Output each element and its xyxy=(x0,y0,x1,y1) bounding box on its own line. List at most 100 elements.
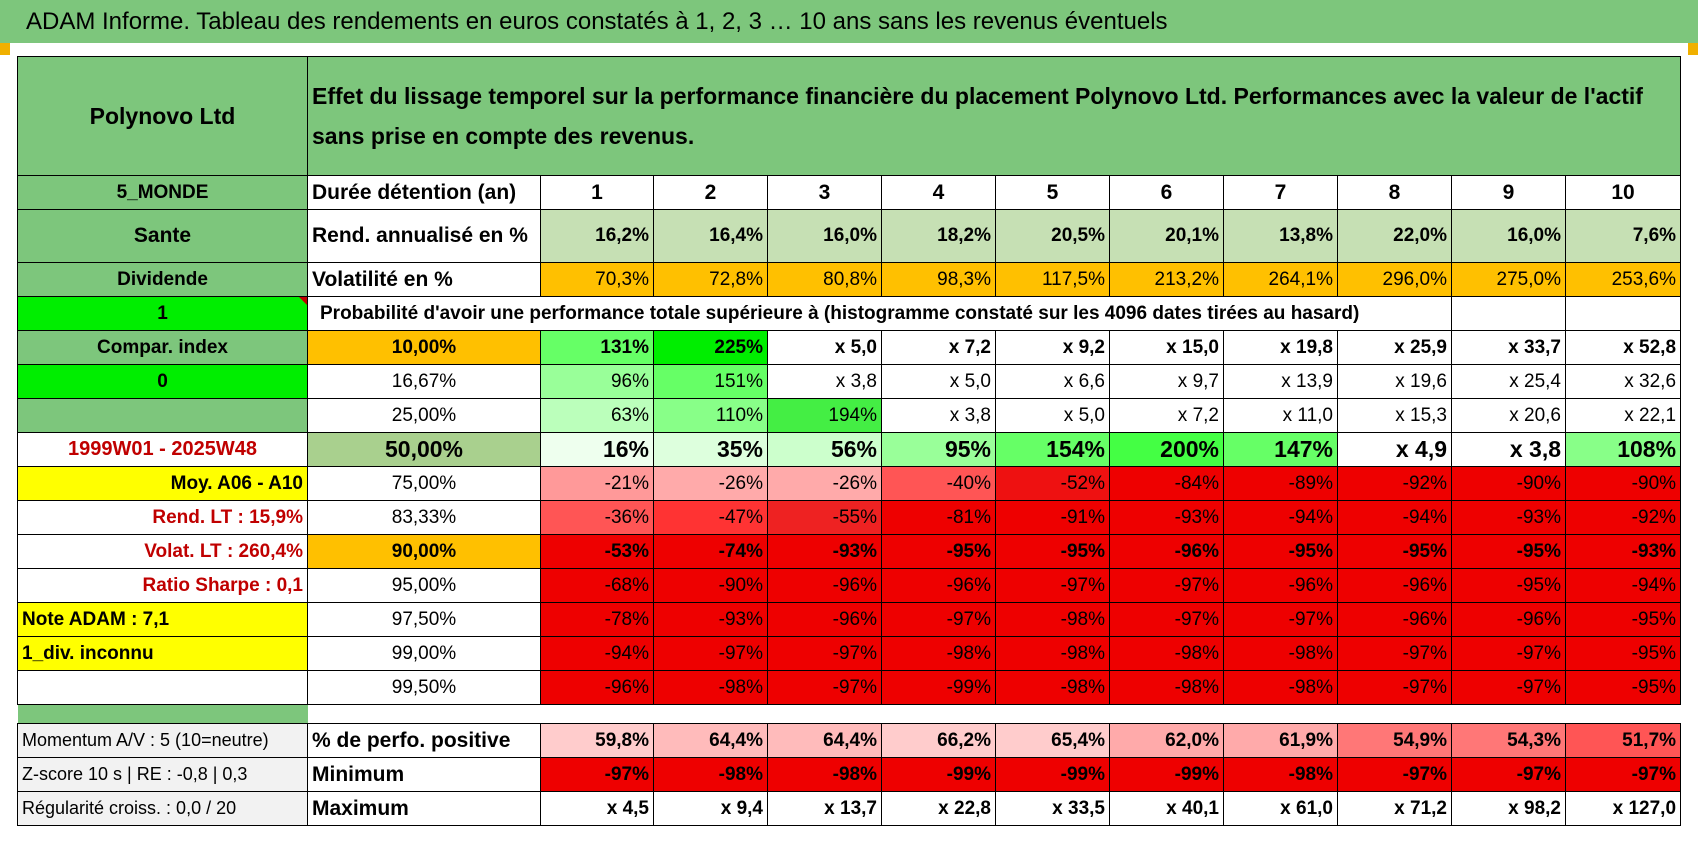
vol-row: Dividende Volatilité en % 70,3% 72,8% 80,8% 9… xyxy=(17,262,1682,297)
stat-value: -99% xyxy=(995,757,1110,792)
side-blank xyxy=(17,398,308,433)
quantile-label: 25,00% xyxy=(307,398,541,433)
stat-value: -99% xyxy=(1109,757,1224,792)
quantile-row: 1_div. inconnu 99,00% -94% -97% -97% -98% -98%… xyxy=(17,636,1682,671)
quantile-value: -93% xyxy=(1451,500,1566,535)
quantile-value: x 25,4 xyxy=(1451,364,1566,399)
comment-marker xyxy=(299,297,307,305)
quantile-value: x 9,2 xyxy=(995,330,1110,365)
quantile-value: -95% xyxy=(1451,568,1566,603)
div-info: 1_div. inconnu xyxy=(17,636,308,671)
quantile-value: 110% xyxy=(653,398,768,433)
quantile-value: 225% xyxy=(653,330,768,365)
quantile-value: x 7,2 xyxy=(1109,398,1224,433)
period: 1999W01 - 2025W48 xyxy=(17,432,308,467)
prob-label: Probabilité d'avoir une performance tota… xyxy=(307,296,1452,331)
rend-row: Sante Rend. annualisé en % 16,2% 16,4% 16,0%… xyxy=(17,209,1682,263)
quantile-value: -26% xyxy=(653,466,768,501)
quantile-row: Moy. A06 - A10 75,00% -21% -26% -26% -40% -52%… xyxy=(17,466,1682,501)
vol-value: 80,8% xyxy=(767,262,882,297)
quantile-value: -96% xyxy=(1109,534,1224,569)
quantile-value: 154% xyxy=(995,432,1110,467)
sheet-marker-right xyxy=(1688,43,1698,55)
quantile-row: 99,50% -96% -98% -97% -99% -98% -98% -98% -97% -9… xyxy=(17,670,1682,705)
stat-value: x 22,8 xyxy=(881,791,996,826)
quantile-value: -97% xyxy=(767,636,882,671)
quantile-label: 75,00% xyxy=(307,466,541,501)
quantile-value: -98% xyxy=(1109,670,1224,705)
quantile-value: -21% xyxy=(540,466,654,501)
stat-value: -97% xyxy=(1564,757,1682,792)
quantile-value: -47% xyxy=(653,500,768,535)
quantile-value: x 19,8 xyxy=(1223,330,1338,365)
quantile-value: x 15,0 xyxy=(1109,330,1224,365)
quantile-label: 90,00% xyxy=(307,534,541,569)
quantile-value: -92% xyxy=(1564,500,1682,535)
sheet-marker-left xyxy=(0,43,10,55)
quantile-label: 99,50% xyxy=(307,670,541,705)
quantile-row: 1999W01 - 2025W48 50,00% 16% 35% 56% 95% 154% 2… xyxy=(17,432,1682,467)
quantile-value: -98% xyxy=(653,670,768,705)
rend-value: 16,2% xyxy=(540,209,654,263)
quantile-value: -90% xyxy=(1564,466,1682,501)
stat-value: 64,4% xyxy=(653,723,768,758)
flag-0: 0 xyxy=(17,364,308,399)
quantile-value: 35% xyxy=(653,432,768,467)
stat-value: x 98,2 xyxy=(1451,791,1566,826)
quantile-value: -95% xyxy=(881,534,996,569)
stats-row: Momentum A/V : 5 (10=neutre)% de perfo. … xyxy=(17,723,1682,758)
stats-row: Régularité croiss. : 0,0 / 20 Maximum x 4,… xyxy=(17,791,1682,826)
quantile-value: -95% xyxy=(1564,602,1682,637)
quantile-value: -55% xyxy=(767,500,882,535)
prob-row: 1 Probabilité d'avoir une performance tot… xyxy=(17,296,1682,331)
quantile-row: 0 16,67% 96% 151% x 3,8 x 5,0 x 6,6 x 9,7 x 13,9… xyxy=(17,364,1682,399)
stat-value: -97% xyxy=(1337,757,1452,792)
flag-1: 1 xyxy=(17,296,308,331)
quantile-value: -93% xyxy=(1109,500,1224,535)
stat-value: 54,3% xyxy=(1451,723,1566,758)
quantile-value: x 20,6 xyxy=(1451,398,1566,433)
stat-value: -97% xyxy=(1451,757,1566,792)
stat-label: % de perfo. positive xyxy=(307,723,541,758)
stats-row: Z-score 10 s | RE : -0,8 | 0,3 Minimum -97… xyxy=(17,757,1682,792)
side-blank xyxy=(17,670,308,705)
quantile-value: -95% xyxy=(1337,534,1452,569)
quantile-value: -90% xyxy=(1451,466,1566,501)
year-header: 3 xyxy=(767,175,882,210)
quantile-value: 95% xyxy=(881,432,996,467)
quantile-value: -94% xyxy=(1223,500,1338,535)
performance-table: Polynovo Ltd Effet du lissage temporel su… xyxy=(17,56,1682,826)
quantile-value: -94% xyxy=(540,636,654,671)
duree-label: Durée détention (an) xyxy=(307,175,541,210)
quantile-value: -96% xyxy=(881,568,996,603)
quantile-value: x 3,8 xyxy=(1451,432,1566,467)
vol-value: 213,2% xyxy=(1109,262,1224,297)
year-header: 2 xyxy=(653,175,768,210)
quantile-value: -93% xyxy=(653,602,768,637)
quantile-value: -89% xyxy=(1223,466,1338,501)
quantile-value: -84% xyxy=(1109,466,1224,501)
sector: Sante xyxy=(17,209,308,263)
quantile-label: 83,33% xyxy=(307,500,541,535)
stat-value: 59,8% xyxy=(540,723,654,758)
quantile-value: 131% xyxy=(540,330,654,365)
quantile-value: -68% xyxy=(540,568,654,603)
quantile-row: Volat. LT : 260,4% 90,00% -53% -74% -93% -95%… xyxy=(17,534,1682,569)
quantile-value: -97% xyxy=(1451,636,1566,671)
stat-label: Minimum xyxy=(307,757,541,792)
volat-lt: Volat. LT : 260,4% xyxy=(17,534,308,569)
quantile-value: -40% xyxy=(881,466,996,501)
stat-value: x 13,7 xyxy=(767,791,882,826)
quantile-value: -98% xyxy=(995,636,1110,671)
quantile-row: Ratio Sharpe : 0,1 95,00% -68% -90% -96% -96%… xyxy=(17,568,1682,603)
stat-value: x 33,5 xyxy=(995,791,1110,826)
quantile-value: 108% xyxy=(1564,432,1682,467)
compar-index: Compar. index xyxy=(17,330,308,365)
rend-value: 16,0% xyxy=(1451,209,1566,263)
stat-value: 54,9% xyxy=(1337,723,1452,758)
quantile-value: -95% xyxy=(1564,636,1682,671)
quantile-value: x 7,2 xyxy=(881,330,996,365)
quantile-value: -97% xyxy=(653,636,768,671)
quantile-value: -95% xyxy=(995,534,1110,569)
quantile-label: 16,67% xyxy=(307,364,541,399)
